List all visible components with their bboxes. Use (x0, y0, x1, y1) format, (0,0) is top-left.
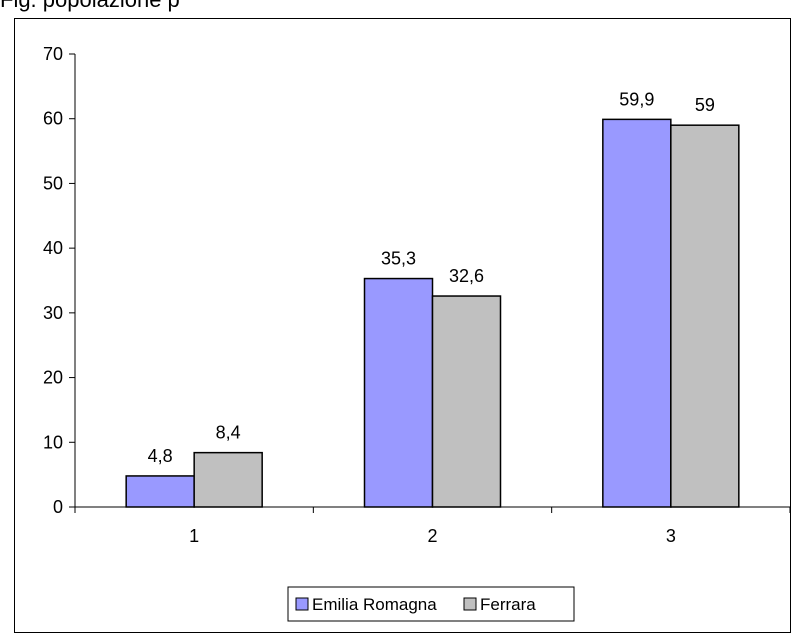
legend-label: Emilia Romagna (312, 595, 437, 614)
data-label: 4,8 (148, 446, 173, 466)
y-tick-label: 60 (43, 109, 63, 129)
bar-ferrara (431, 295, 502, 508)
data-label: 8,4 (216, 423, 241, 443)
data-label: 59 (695, 95, 715, 115)
legend-swatch (463, 597, 477, 611)
data-label: 32,6 (449, 266, 484, 286)
x-tick-label: 2 (427, 526, 437, 546)
legend-label: Ferrara (480, 595, 536, 614)
y-tick-label: 30 (43, 303, 63, 323)
x-tick-label: 1 (189, 526, 199, 546)
data-label: 35,3 (381, 249, 416, 269)
bar-emilia-romagna (363, 277, 434, 508)
y-tick-label: 50 (43, 173, 63, 193)
bar-emilia-romagna (125, 475, 195, 508)
bar-ferrara (193, 451, 263, 508)
y-tick-label: 20 (43, 368, 63, 388)
legend-swatch (295, 597, 309, 611)
bar-emilia-romagna (602, 118, 672, 508)
y-tick-label: 70 (43, 44, 63, 64)
y-tick-label: 40 (43, 238, 63, 258)
legend (287, 586, 575, 622)
chart-title-fragment: Fig. popolazione p (0, 0, 800, 13)
data-label: 59,9 (619, 89, 654, 109)
x-tick-label: 3 (666, 526, 676, 546)
bar-ferrara (670, 124, 740, 508)
y-tick-label: 10 (43, 432, 63, 452)
y-tick-label: 0 (53, 497, 63, 517)
